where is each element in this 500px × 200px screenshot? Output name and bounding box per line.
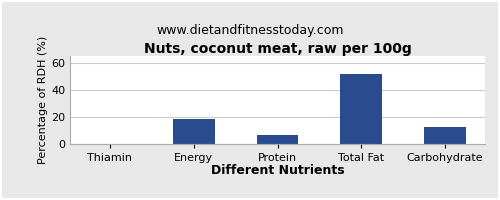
Y-axis label: Percentage of RDH (%): Percentage of RDH (%) [38, 36, 48, 164]
Bar [424, 127, 466, 144]
Bar [172, 119, 214, 144]
Bar [256, 135, 298, 144]
Title: Nuts, coconut meat, raw per 100g: Nuts, coconut meat, raw per 100g [144, 42, 412, 56]
Bar [340, 74, 382, 144]
X-axis label: Different Nutrients: Different Nutrients [210, 164, 344, 177]
Text: www.dietandfitnesstoday.com: www.dietandfitnesstoday.com [156, 24, 344, 37]
